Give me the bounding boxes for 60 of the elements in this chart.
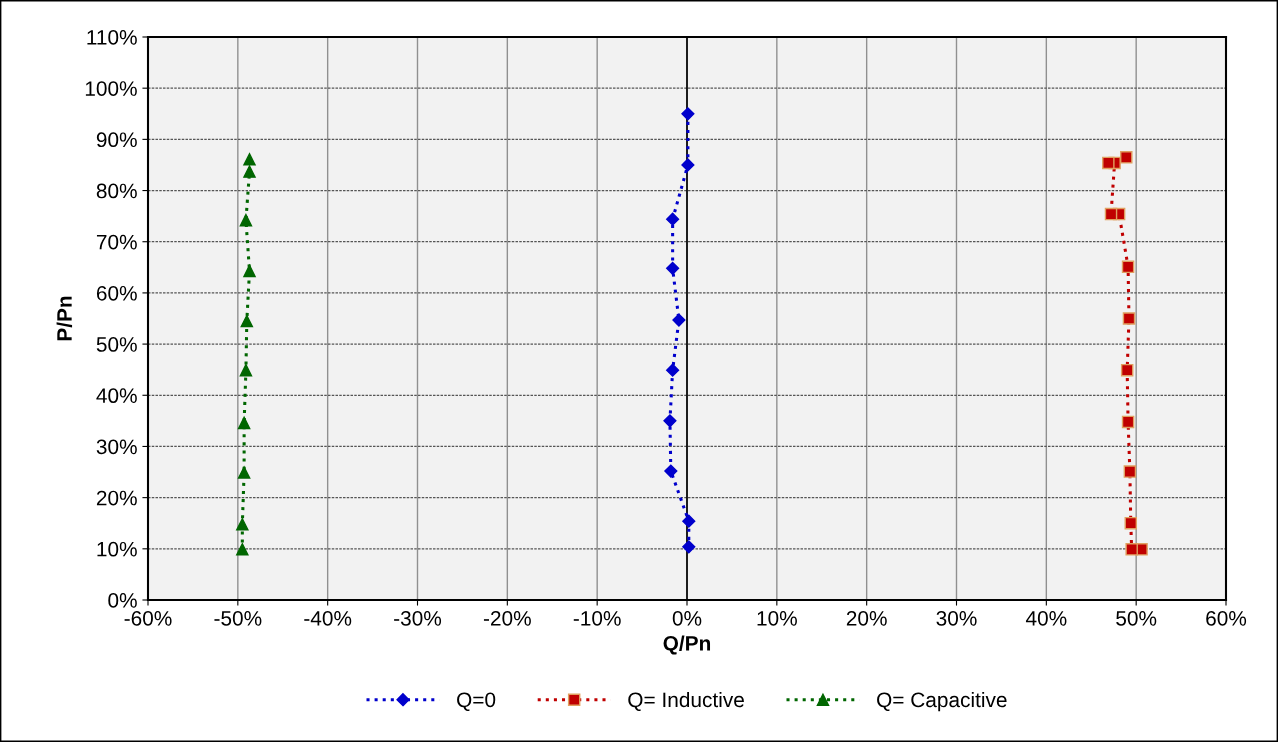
- x-tick-label: 40%: [1025, 610, 1067, 626]
- legend-label: Q= Capacitive: [877, 691, 1007, 712]
- y-tick-label: 20%: [96, 490, 137, 506]
- x-axis-title: Q/Pn: [663, 635, 711, 655]
- x-tick-label: 30%: [936, 610, 977, 626]
- point: [1122, 312, 1136, 325]
- x-tick-label: -10%: [573, 610, 621, 626]
- y-tick-label: 10%: [97, 541, 137, 557]
- point: [681, 158, 695, 172]
- point: [243, 153, 256, 166]
- y-tick-label: 80%: [96, 183, 137, 199]
- point: [236, 543, 249, 556]
- y-axis-title: P/Pn: [56, 296, 73, 341]
- y-tick-label: 100%: [85, 81, 137, 96]
- point: [240, 314, 254, 328]
- legend-label: Q=0: [457, 692, 496, 711]
- x-tick-label: -20%: [483, 610, 531, 626]
- point: [1120, 363, 1134, 377]
- point: [666, 212, 680, 226]
- point: [1102, 156, 1115, 170]
- point: [1120, 151, 1133, 164]
- y-tick-label: 0%: [108, 593, 137, 608]
- y-tick-label: 50%: [96, 337, 137, 352]
- point: [666, 261, 680, 275]
- point: [1125, 543, 1138, 556]
- point: [682, 540, 696, 554]
- y-tick-label: 90%: [96, 132, 137, 148]
- point: [237, 416, 251, 430]
- point: [672, 313, 686, 327]
- point: [243, 264, 256, 278]
- point: [1121, 415, 1135, 429]
- x-tick-label: 20%: [846, 610, 887, 626]
- point: [666, 363, 680, 377]
- point: [1123, 465, 1137, 478]
- x-tick-label: -60%: [124, 610, 172, 626]
- x-tick-label: 0%: [672, 610, 702, 626]
- point: [1121, 260, 1135, 274]
- x-tick-label: -50%: [214, 610, 262, 626]
- legend-label: Q= Inductive: [628, 691, 744, 711]
- point: [237, 466, 251, 479]
- point: [243, 165, 256, 178]
- y-tick-label: 70%: [96, 234, 137, 250]
- point: [681, 107, 695, 121]
- point: [239, 213, 253, 227]
- point: [664, 464, 678, 478]
- x-tick-label: 10%: [757, 610, 797, 626]
- point: [239, 363, 253, 377]
- point: [1104, 207, 1118, 221]
- y-tick-label: 60%: [96, 285, 137, 301]
- point: [663, 414, 677, 428]
- y-tick-label: 30%: [96, 439, 137, 455]
- x-tick-label: 60%: [1206, 610, 1247, 626]
- point: [236, 518, 249, 531]
- x-tick-label: 50%: [1116, 610, 1157, 626]
- y-tick-label: 110%: [87, 30, 137, 45]
- y-tick-label: 40%: [96, 388, 137, 404]
- point: [1124, 516, 1138, 530]
- x-tick-label: -40%: [304, 610, 352, 626]
- point: [682, 514, 696, 528]
- x-tick-label: -30%: [394, 610, 442, 626]
